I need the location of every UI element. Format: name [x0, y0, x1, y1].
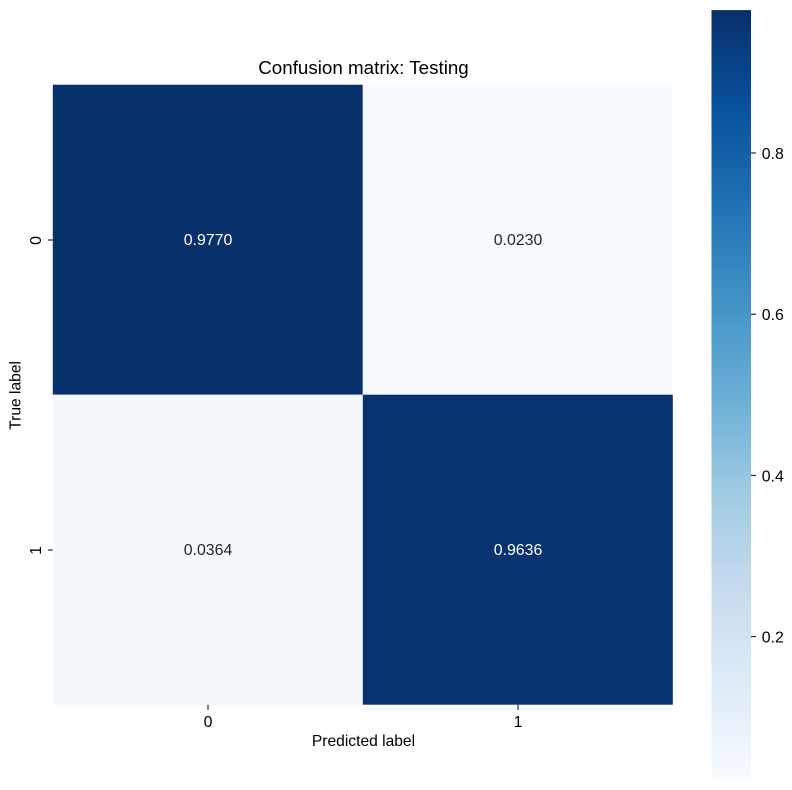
svg-text:Predicted label: Predicted label: [312, 733, 415, 750]
svg-text:Confusion matrix: Testing: Confusion matrix: Testing: [258, 57, 469, 78]
svg-text:0.2: 0.2: [762, 630, 784, 647]
svg-text:True label: True label: [8, 361, 25, 430]
svg-text:0.4: 0.4: [762, 468, 784, 485]
svg-text:0: 0: [204, 714, 213, 731]
svg-text:0: 0: [28, 236, 45, 245]
svg-text:1: 1: [514, 714, 523, 731]
svg-text:0.9770: 0.9770: [184, 232, 233, 249]
svg-text:0.6: 0.6: [762, 307, 784, 324]
svg-text:0.0364: 0.0364: [184, 542, 233, 559]
svg-text:0.8: 0.8: [762, 146, 784, 163]
svg-text:0.9636: 0.9636: [494, 542, 543, 559]
svg-text:0.0230: 0.0230: [494, 232, 543, 249]
svg-text:1: 1: [28, 546, 45, 555]
